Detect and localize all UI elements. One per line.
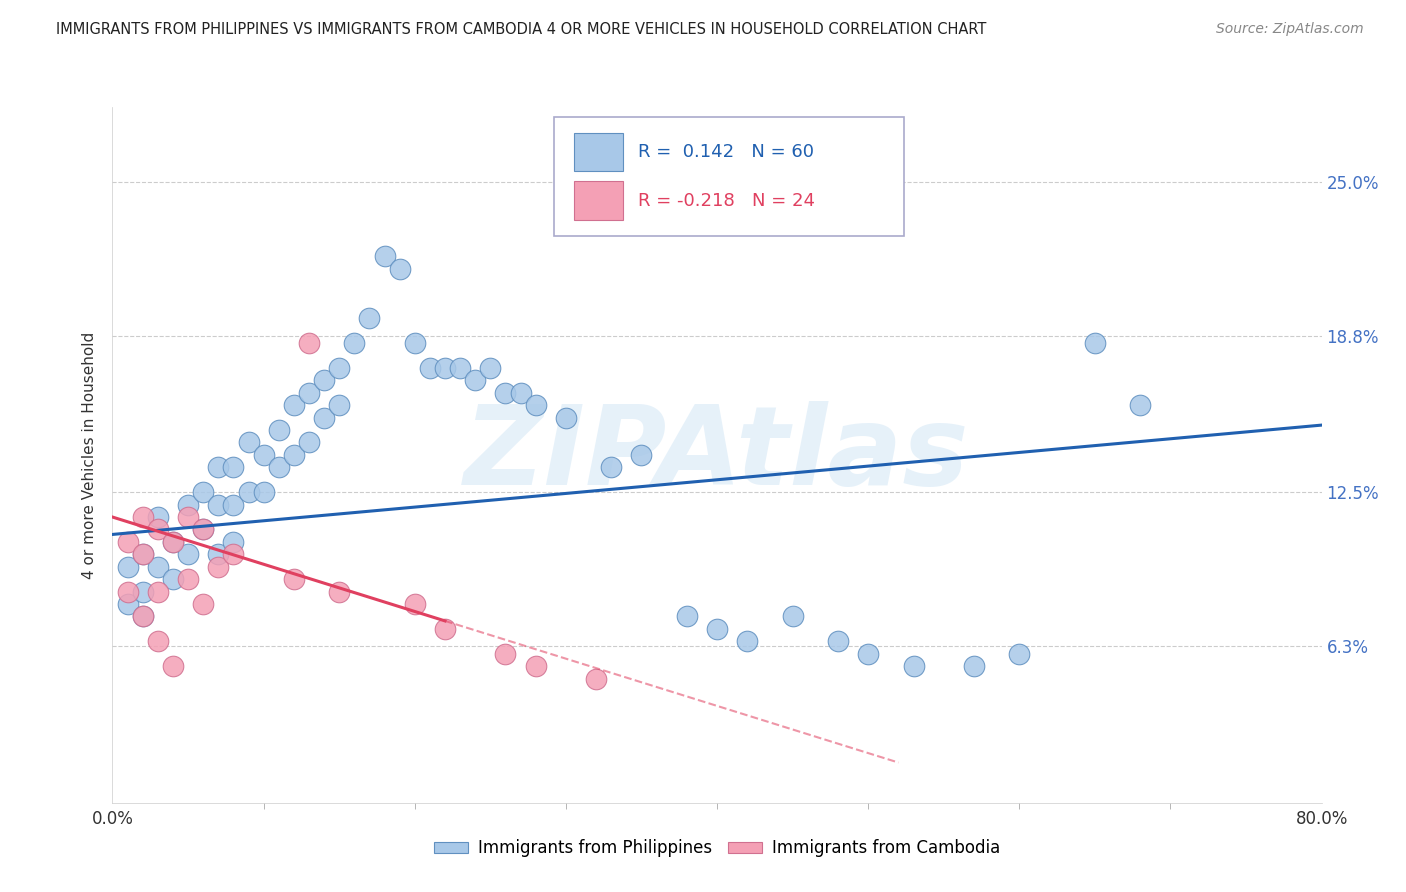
Point — [524, 659, 547, 673]
Point — [495, 385, 517, 400]
Point — [146, 523, 169, 537]
Point — [132, 584, 155, 599]
Point — [298, 385, 321, 400]
Point — [374, 249, 396, 263]
Point — [132, 609, 155, 624]
Point — [207, 498, 229, 512]
Point — [132, 547, 155, 561]
Text: IMMIGRANTS FROM PHILIPPINES VS IMMIGRANTS FROM CAMBODIA 4 OR MORE VEHICLES IN HO: IMMIGRANTS FROM PHILIPPINES VS IMMIGRANT… — [56, 22, 987, 37]
Point — [524, 398, 547, 412]
Point — [449, 361, 471, 376]
Point — [191, 485, 214, 500]
Point — [207, 559, 229, 574]
Point — [146, 559, 169, 574]
Point — [267, 423, 290, 437]
Point — [267, 460, 290, 475]
Point — [404, 597, 426, 611]
Point — [191, 597, 214, 611]
Point — [479, 361, 502, 376]
Point — [298, 435, 321, 450]
Point — [132, 547, 155, 561]
Point — [298, 336, 321, 351]
Text: Source: ZipAtlas.com: Source: ZipAtlas.com — [1216, 22, 1364, 37]
Point — [146, 584, 169, 599]
Point — [191, 523, 214, 537]
Text: R =  0.142   N = 60: R = 0.142 N = 60 — [638, 144, 814, 161]
Text: R = -0.218   N = 24: R = -0.218 N = 24 — [638, 192, 815, 210]
Point — [963, 659, 986, 673]
Y-axis label: 4 or more Vehicles in Household: 4 or more Vehicles in Household — [82, 331, 97, 579]
Point — [419, 361, 441, 376]
Point — [117, 559, 139, 574]
Point — [177, 572, 200, 586]
Point — [630, 448, 652, 462]
Point — [283, 398, 305, 412]
Point — [433, 622, 456, 636]
Point — [162, 572, 184, 586]
Text: ZIPAtlas: ZIPAtlas — [464, 401, 970, 508]
Point — [222, 535, 245, 549]
Point — [253, 448, 276, 462]
Point — [132, 609, 155, 624]
Point — [585, 672, 607, 686]
Point — [827, 634, 849, 648]
Point — [554, 410, 576, 425]
Point — [117, 535, 139, 549]
Point — [328, 361, 350, 376]
Point — [207, 460, 229, 475]
Point — [162, 535, 184, 549]
FancyBboxPatch shape — [575, 133, 623, 171]
Point — [117, 597, 139, 611]
Point — [222, 498, 245, 512]
Point — [1129, 398, 1152, 412]
Point — [856, 647, 880, 661]
Point — [238, 435, 260, 450]
Point — [146, 634, 169, 648]
Point — [283, 448, 305, 462]
FancyBboxPatch shape — [575, 181, 623, 219]
Point — [903, 659, 925, 673]
Point — [238, 485, 260, 500]
Point — [132, 510, 155, 524]
Point — [1008, 647, 1031, 661]
Point — [464, 373, 486, 387]
Point — [177, 510, 200, 524]
Point — [253, 485, 276, 500]
Point — [737, 634, 759, 648]
Point — [314, 373, 336, 387]
Point — [359, 311, 381, 326]
Point — [222, 460, 245, 475]
Point — [162, 535, 184, 549]
Point — [314, 410, 336, 425]
Point — [328, 398, 350, 412]
Point — [433, 361, 456, 376]
FancyBboxPatch shape — [554, 118, 904, 235]
Point — [343, 336, 366, 351]
Point — [495, 647, 517, 661]
Point — [675, 609, 697, 624]
Point — [509, 385, 531, 400]
Point — [328, 584, 350, 599]
Point — [283, 572, 305, 586]
Point — [1084, 336, 1107, 351]
Point — [706, 622, 728, 636]
Point — [222, 547, 245, 561]
Point — [388, 261, 411, 276]
Point — [404, 336, 426, 351]
Point — [117, 584, 139, 599]
Point — [600, 460, 623, 475]
Point — [177, 498, 200, 512]
Legend: Immigrants from Philippines, Immigrants from Cambodia: Immigrants from Philippines, Immigrants … — [427, 833, 1007, 864]
Point — [177, 547, 200, 561]
Point — [782, 609, 804, 624]
Point — [162, 659, 184, 673]
Point — [207, 547, 229, 561]
Point — [146, 510, 169, 524]
Point — [191, 523, 214, 537]
